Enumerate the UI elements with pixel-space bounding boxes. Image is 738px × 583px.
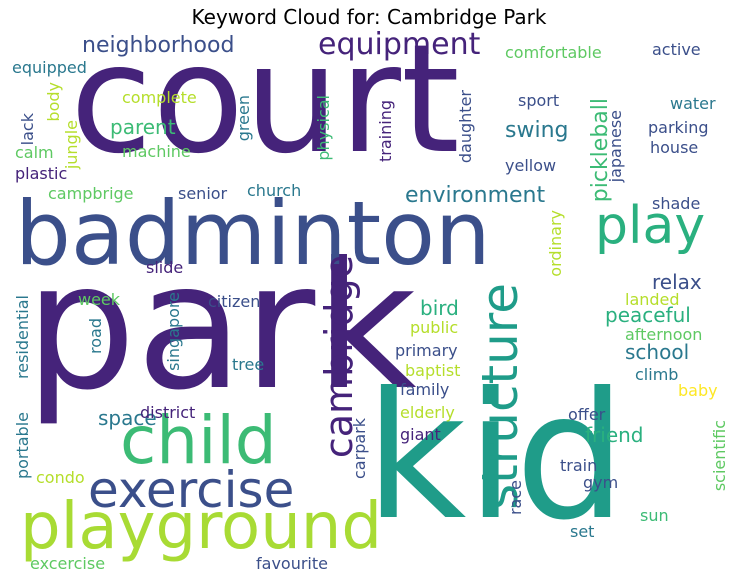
- word-exercise: exercise: [88, 461, 295, 519]
- word-daughter: daughter: [456, 90, 475, 164]
- word-badminton: badminton: [15, 182, 491, 285]
- word-training: training: [376, 100, 395, 162]
- word-offer: offer: [568, 405, 606, 424]
- word-bird: bird: [420, 296, 459, 320]
- word-calm: calm: [15, 143, 54, 162]
- word-week: week: [78, 290, 121, 309]
- word-tree: tree: [232, 355, 265, 374]
- word-jungle: jungle: [62, 120, 81, 170]
- word-primary: primary: [395, 341, 458, 360]
- word-equipped: equipped: [12, 58, 87, 77]
- word-body: body: [44, 82, 63, 122]
- word-school: school: [625, 340, 690, 364]
- word-comfortable: comfortable: [505, 43, 602, 62]
- word-elderly: elderly: [400, 403, 455, 422]
- word-landed: landed: [625, 290, 680, 309]
- word-yellow: yellow: [505, 156, 557, 175]
- word-play: play: [595, 196, 706, 256]
- word-park: park: [25, 226, 417, 429]
- word-equipment: equipment: [318, 27, 481, 62]
- word-relax: relax: [652, 270, 702, 294]
- word-campbrige: campbrige: [48, 184, 134, 203]
- word-carpark: carpark: [350, 418, 369, 479]
- word-favourite: favourite: [256, 554, 328, 573]
- word-plastic: plastic: [15, 164, 68, 183]
- word-shade: shade: [652, 194, 701, 213]
- word-machine: machine: [122, 142, 191, 161]
- word-set: set: [570, 522, 595, 541]
- word-green: green: [234, 95, 253, 142]
- word-family: family: [400, 380, 450, 399]
- word-active: active: [652, 40, 701, 59]
- word-swing: swing: [505, 118, 569, 143]
- figure-title: Keyword Cloud for: Cambridge Park: [191, 5, 547, 29]
- word-complete: complete: [122, 88, 197, 107]
- word-playground: playground: [20, 490, 382, 564]
- word-structure: structure: [471, 283, 529, 510]
- word-court: court: [70, 13, 460, 187]
- word-friend: friend: [585, 423, 644, 447]
- word-environment: environment: [405, 183, 546, 208]
- word-slide: slide: [146, 258, 184, 277]
- word-baby: baby: [678, 381, 718, 400]
- word-singapore: singapore: [164, 292, 183, 371]
- word-water: water: [670, 94, 716, 113]
- word-train: train: [560, 456, 598, 475]
- word-peaceful: peaceful: [605, 303, 691, 327]
- word-kid: kid: [365, 356, 627, 559]
- word-church: church: [247, 181, 302, 200]
- word-scientific: scientific: [710, 420, 729, 492]
- word-condo: condo: [36, 468, 85, 487]
- word-race: race: [506, 480, 525, 516]
- word-gym: gym: [583, 473, 619, 492]
- word-sport: sport: [518, 91, 560, 110]
- word-excercise: excercise: [30, 554, 106, 573]
- word-parent: parent: [110, 115, 176, 139]
- word-portable: portable: [13, 412, 32, 480]
- word-giant: giant: [400, 425, 441, 444]
- word-road: road: [86, 318, 105, 354]
- word-house: house: [650, 138, 699, 157]
- word-child: child: [120, 402, 277, 479]
- word-neighborhood: neighborhood: [82, 33, 235, 58]
- word-climb: climb: [635, 365, 679, 384]
- word-district: district: [140, 403, 196, 422]
- word-senior: senior: [178, 184, 228, 203]
- word-space: space: [98, 406, 157, 430]
- word-japanese: japanese: [606, 110, 625, 183]
- word-public: public: [410, 318, 459, 337]
- word-residential: residential: [13, 295, 32, 379]
- word-lack: lack: [18, 113, 37, 146]
- word-baptist: baptist: [405, 361, 461, 380]
- word-ordinary: ordinary: [546, 210, 565, 277]
- word-sun: sun: [640, 506, 669, 525]
- word-afternoon: afternoon: [625, 325, 703, 344]
- word-parking: parking: [648, 118, 709, 137]
- word-citizen: citizen: [208, 292, 261, 311]
- word-physical: physical: [314, 95, 333, 161]
